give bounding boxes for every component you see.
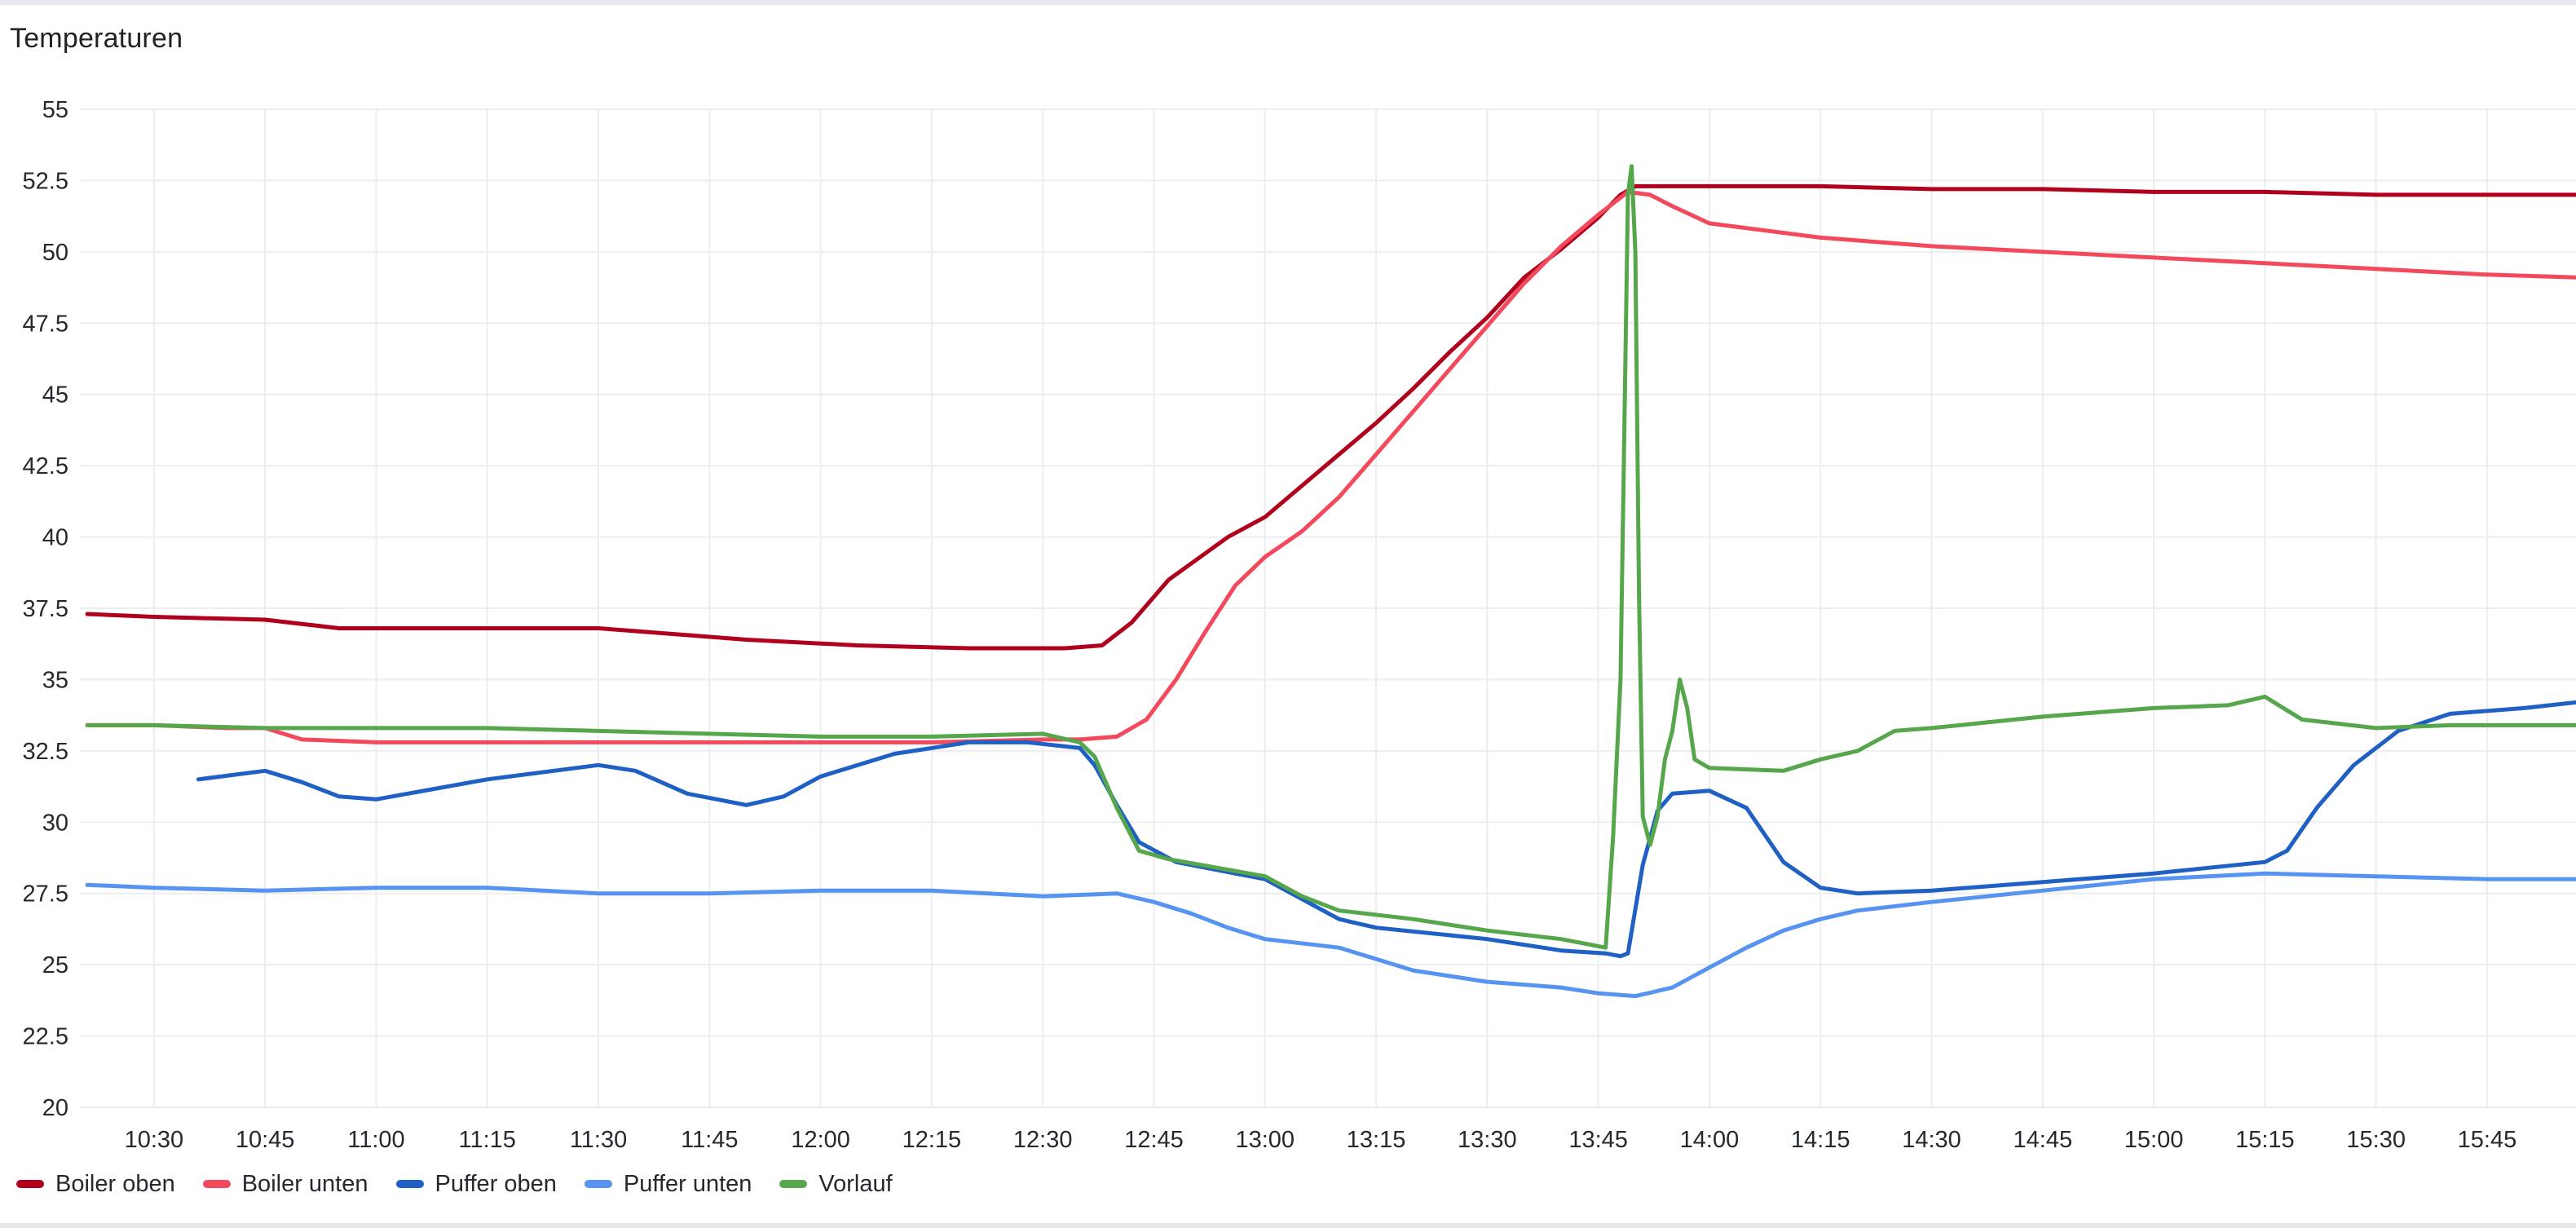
- x-tick-label: 15:30: [2346, 1127, 2406, 1153]
- y-tick-label: 25: [42, 952, 68, 978]
- x-tick-label: 13:30: [1458, 1127, 1517, 1153]
- legend-item-boiler-oben[interactable]: Boiler oben: [16, 1171, 175, 1198]
- legend-item-boiler-unten[interactable]: Boiler unten: [202, 1170, 368, 1198]
- x-tick-label: 15:45: [2458, 1127, 2517, 1153]
- legend-label: Boiler unten: [241, 1170, 368, 1197]
- x-tick-label: 11:30: [570, 1127, 627, 1153]
- x-tick-label: 10:45: [236, 1127, 295, 1153]
- y-tick-label: 27.5: [23, 881, 68, 908]
- y-tick-label: 50: [42, 240, 68, 266]
- y-tick-label: 37.5: [23, 596, 68, 622]
- legend-label: Boiler oben: [55, 1170, 175, 1197]
- y-tick-label: 45: [42, 382, 68, 409]
- x-tick-label: 14:15: [1791, 1127, 1850, 1153]
- legend-swatch: [16, 1180, 44, 1188]
- x-tick-label: 13:15: [1347, 1127, 1406, 1153]
- x-tick-label: 13:00: [1235, 1127, 1295, 1153]
- x-tick-label: 11:45: [681, 1127, 738, 1153]
- series-line-boiler-unten: [85, 189, 2576, 744]
- line-chart[interactable]: 20 22.5 25 27.5 30 32.5 35 37.5 40 42.5 45 47.5 50 52…: [0, 5, 2576, 1163]
- x-tick-label: 12:00: [791, 1127, 850, 1153]
- x-tick-label: 14:30: [1902, 1127, 1961, 1153]
- y-tick-label: 55: [42, 97, 68, 123]
- y-tick-label: 20: [42, 1095, 68, 1121]
- x-tick-label: 12:30: [1013, 1127, 1073, 1153]
- x-tick-label: 11:00: [347, 1127, 404, 1153]
- y-tick-label: 40: [42, 525, 68, 551]
- y-tick-label: 30: [42, 810, 68, 836]
- y-tick-label: 42.5: [23, 453, 68, 479]
- series-line-boiler-oben: [85, 183, 2576, 651]
- legend-swatch: [395, 1180, 424, 1188]
- y-tick-label: 35: [42, 667, 68, 693]
- panel-title: Temperaturen: [10, 23, 183, 54]
- y-tick-label: 32.5: [23, 739, 68, 765]
- x-tick-label: 11:15: [459, 1127, 516, 1153]
- legend-label: Vorlauf: [818, 1170, 893, 1197]
- legend-label: Puffer unten: [623, 1170, 752, 1197]
- x-tick-label: 14:45: [2014, 1127, 2073, 1153]
- series-line-vorlauf: [85, 164, 2576, 950]
- y-tick-label: 22.5: [23, 1024, 68, 1050]
- x-tick-label: 14:00: [1680, 1127, 1740, 1153]
- x-tick-label: 10:30: [125, 1127, 184, 1153]
- x-tick-label: 12:45: [1124, 1127, 1184, 1153]
- y-tick-label: 52.5: [23, 168, 68, 194]
- x-tick-label: 12:15: [902, 1127, 962, 1153]
- x-tick-label: 15:00: [2124, 1127, 2184, 1153]
- legend-item-puffer-unten[interactable]: Puffer unten: [584, 1171, 752, 1198]
- legend-item-vorlauf[interactable]: Vorlauf: [779, 1170, 893, 1198]
- legend-swatch: [584, 1180, 612, 1188]
- legend-item-puffer-oben[interactable]: Puffer oben: [395, 1170, 557, 1198]
- x-tick-label: 13:45: [1568, 1127, 1628, 1153]
- legend-label: Puffer oben: [434, 1170, 557, 1197]
- legend-swatch: [202, 1180, 231, 1188]
- x-tick-label: 15:15: [2235, 1127, 2295, 1153]
- legend-swatch: [779, 1180, 808, 1188]
- series-line-puffer-oben: [196, 700, 2576, 959]
- chart-legend: Boiler oben Boiler unten Puffer oben Puffer…: [16, 1166, 893, 1202]
- series-line-puffer-unten: [85, 871, 2576, 999]
- y-tick-label: 47.5: [23, 311, 68, 337]
